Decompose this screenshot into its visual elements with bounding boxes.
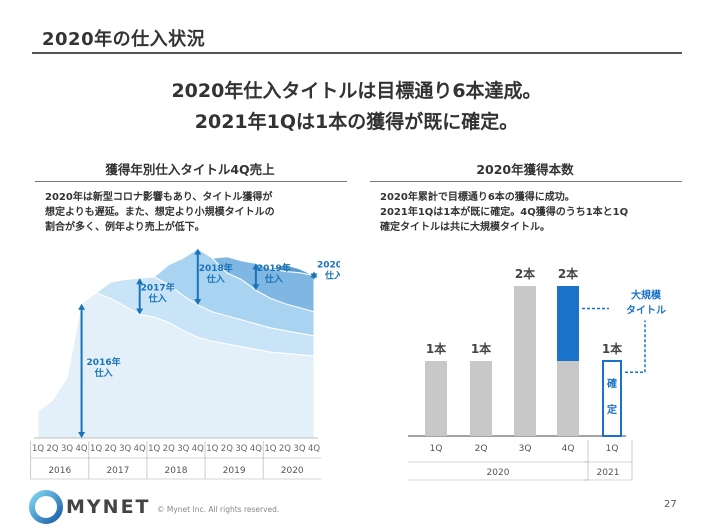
x-tick-label: 3Q [293,444,305,454]
arrow-head-up-2016 [78,303,86,310]
left-panel-description: 2020年は新型コロナ影響もあり、タイトル獲得が 想定よりも遅延。また、想定より… [45,190,275,235]
mynet-logo-icon [29,490,63,524]
bar-data-label: 2本 [515,266,535,281]
x-tick-label: 2Q [46,444,58,454]
bar-segment [470,361,492,436]
left-desc-line-3: 割合が多く、例年より売上が低下。 [45,222,205,233]
x-tick-label: 4Q [76,444,88,454]
right-desc-line-1: 2020年累計で目標通り6本の獲得に成功。 [380,192,575,203]
right-panel-divider [370,181,682,182]
bar-category-label: 4Q [562,444,575,454]
x-axis: 1Q 2Q 3Q 4Q 1Q 2Q 3Q 4Q 1Q 2Q 3Q 4Q 1Q 2Q 3Q 4Q 1Q 2Q 3Q 4Q… [30,437,322,480]
left-desc-line-1: 2020年は新型コロナ影響もあり、タイトル獲得が [45,192,273,203]
bar-confirmed-label: 定 [607,403,617,416]
bar-data-label: 2本 [558,266,578,281]
series-label-2017: 2017年仕入 [141,281,175,304]
area-layers [37,248,315,439]
arrow-head-up-2018 [194,248,202,255]
arrow-head-down-2018 [194,299,202,306]
acquisition-arrows: 2016年仕入 2017年仕入 2018年仕入 2019年仕入 2020年仕入 [78,248,340,438]
bar-year-label: 2021 [597,468,620,478]
year-label: 2017 [106,466,129,476]
x-tick-label: 3Q [235,444,247,454]
bar-confirmed [602,360,622,437]
right-panel-title: 2020年獲得本数 [476,162,574,177]
x-tick-label: 1Q [206,444,218,454]
annotation-large-title: 大規模 [631,289,662,302]
bar-chart: 1本 1Q 1本 2Q 2本 3Q 2本 4Q 確定 1本 1Q 2020 2021 大規模タイトル [408,266,666,481]
logo-wordmark: MYNET [66,496,151,518]
x-tick-label: 3Q [177,444,189,454]
page-number: 27 [664,499,677,510]
x-tick-label: 2Q [221,444,233,454]
x-tick-label: 2Q [105,444,117,454]
series-label-2016: 2016年仕入 [87,356,121,379]
x-tick-label: 4Q [192,444,204,454]
x-tick-label: 4Q [134,444,146,454]
arrow-head-down-2019 [252,284,260,291]
headline-line-1: 2020年仕入タイトルは目標通り6本達成。 [171,80,542,102]
bar-segment [514,286,536,436]
title-divider [32,52,682,54]
page-title: 2020年の仕入状況 [42,29,206,50]
annotation-leader-2 [625,320,646,373]
arrow-head-down-2016 [78,432,86,438]
bar-category-label: 1Q [430,444,443,454]
arrow-head-up-2017 [136,278,144,285]
year-label: 2018 [165,466,188,476]
bar-year-label: 2020 [487,468,510,478]
series-label-2018: 2018年仕入 [199,262,233,285]
x-tick-label: 2Q [279,444,291,454]
arrow-head-down-2017 [136,308,144,315]
arrow-head-down-2020 [310,273,318,280]
bar-category-label: 2Q [475,444,488,454]
bar-data-label: 1本 [426,341,446,356]
x-tick-label: 1Q [90,444,102,454]
copyright: © Mynet Inc. All rights reserved. [157,505,280,514]
series-label-2019: 2019年仕入 [257,262,291,285]
bar-confirmed-label: 確 [607,377,617,390]
area-chart: 2016年仕入2017年仕入2018年仕入2019年仕入2020年仕入1Q2Q3… [30,248,340,480]
bar-segment [557,361,579,436]
x-tick-label: 3Q [119,444,131,454]
bar-segment [425,361,447,436]
series-label-2020: 2020年仕入 [317,259,340,282]
year-label: 2020 [281,466,304,476]
x-tick-label: 2Q [163,444,175,454]
x-tick-label: 4Q [308,444,320,454]
right-desc-line-2: 2021年1Qは1本が既に確定。4Q獲得のうち1本と1Q [380,207,629,218]
left-desc-line-2: 想定よりも遅延。また、想定より小規模タイトルの [45,207,275,218]
bar-category-label: 1Q [606,444,619,454]
footer [0,484,713,532]
left-panel-divider [35,181,347,182]
year-label: 2016 [48,466,71,476]
right-panel-description: 2020年累計で目標通り6本の獲得に成功。 2021年1Qは1本が既に確定。4Q… [380,190,628,235]
right-desc-line-3: 確定タイトルは共に大規模タイトル。 [380,222,550,233]
headline-line-2: 2021年1Qは1本の獲得が既に確定。 [194,111,519,133]
bar-data-label: 1本 [602,341,622,356]
left-panel-title: 獲得年別仕入タイトル4Q売上 [105,162,275,177]
x-tick-label: 1Q [148,444,160,454]
bar-data-label: 1本 [471,341,491,356]
arrow-head-up-2019 [252,263,260,270]
x-tick-label: 1Q [264,444,276,454]
x-tick-label: 3Q [61,444,73,454]
annotation-large-title: タイトル [626,305,666,317]
bar-category-label: 3Q [519,444,532,454]
bar-segment-large [557,286,579,361]
x-tick-label: 4Q [250,444,262,454]
year-label: 2019 [223,466,246,476]
x-tick-label: 1Q [32,444,44,454]
